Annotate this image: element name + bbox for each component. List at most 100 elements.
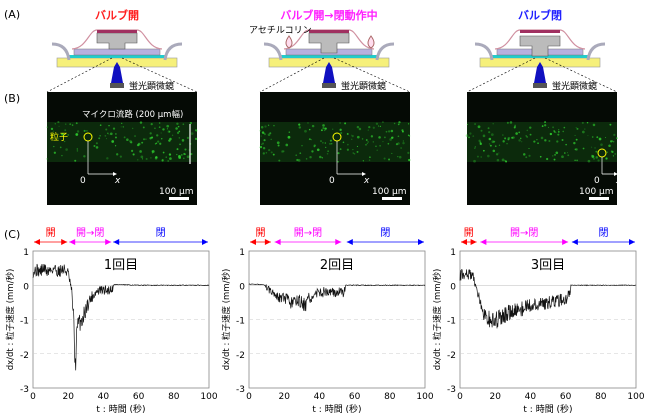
- particle-dot: [151, 152, 154, 154]
- particle-dot: [605, 157, 608, 160]
- y-tick-label: -1: [20, 317, 29, 327]
- zoom-line: [466, 57, 536, 93]
- particle-dot: [298, 123, 301, 126]
- particle-dot: [596, 136, 599, 139]
- particle-dot: [398, 155, 402, 159]
- arrowhead-icon: [629, 239, 635, 245]
- arrowhead-icon: [461, 239, 467, 245]
- particle-dot: [564, 152, 566, 154]
- origin-label: 0: [329, 176, 335, 186]
- particle-dot: [186, 136, 190, 140]
- zoom-line: [259, 57, 325, 93]
- particle-dot: [608, 144, 611, 148]
- particle-dot: [337, 152, 340, 155]
- particle-dot: [165, 156, 167, 158]
- particle-dot: [547, 126, 549, 128]
- arrowhead-icon: [571, 239, 578, 245]
- x-axis-label: t : 時間 (秒): [96, 403, 145, 415]
- channel-layer: [67, 55, 167, 58]
- particle-dot: [158, 122, 161, 124]
- particle-dot: [528, 147, 530, 150]
- particle-dot: [521, 141, 523, 143]
- particle-dot: [539, 155, 542, 158]
- particle-dot: [168, 130, 171, 133]
- channel-glow: [467, 122, 617, 162]
- particle-dot: [58, 125, 60, 127]
- velocity-series-line: [248, 283, 426, 312]
- particle-dot: [512, 136, 515, 139]
- particle-dot: [375, 122, 379, 125]
- particle-dot: [598, 137, 602, 141]
- particle-dot: [372, 126, 375, 129]
- particle-dot: [132, 153, 135, 156]
- particle-dot: [262, 142, 265, 145]
- particle-dot: [382, 141, 384, 143]
- particle-dot: [86, 130, 88, 132]
- particle-dot: [504, 137, 507, 140]
- particle-dot: [400, 147, 403, 149]
- particle-dot: [408, 135, 411, 137]
- particle-dot: [515, 132, 518, 135]
- particle-dot: [296, 158, 299, 162]
- particle-dot: [166, 124, 170, 128]
- axis-label: x: [363, 176, 370, 186]
- particle-dot: [183, 152, 186, 156]
- arrowhead: [614, 172, 618, 176]
- particle-dot: [184, 148, 187, 151]
- particle-dot: [540, 136, 544, 140]
- particle-dot: [129, 139, 132, 143]
- valve-plug: [96, 32, 138, 50]
- particle-dot: [544, 121, 547, 124]
- particle-dot: [272, 153, 275, 156]
- x-tick-label: 60: [133, 392, 145, 402]
- diagram-title: バルブ開: [95, 8, 139, 22]
- particle-dot: [566, 152, 569, 154]
- particle-dot: [574, 134, 576, 136]
- y-tick-label: 1: [23, 248, 29, 258]
- particle-dot: [466, 123, 468, 126]
- particle-dot: [616, 137, 618, 139]
- particle-dot: [554, 154, 556, 156]
- particle-dot: [509, 121, 513, 124]
- particle-dot: [390, 129, 394, 133]
- particle-dot: [154, 127, 156, 129]
- particle-dot: [46, 126, 49, 129]
- velocity-chart: 開開→閉 閉10-1-2-30 20 40 60 80 100t : 時間 (秒)dx/dt…: [5, 227, 218, 415]
- particle-dot: [141, 141, 144, 144]
- particle-dot: [356, 125, 360, 129]
- particle-dot: [474, 146, 476, 148]
- particle-dot: [332, 128, 334, 130]
- particle-dot: [276, 141, 280, 145]
- arrowhead-icon: [250, 239, 256, 245]
- particle-dot: [261, 143, 263, 145]
- scale-bar: [382, 197, 402, 200]
- phase-label-open: 開: [46, 227, 56, 239]
- particle-dot: [83, 129, 86, 132]
- phase-label-closed: 閉: [598, 227, 608, 239]
- particle-dot: [476, 155, 479, 158]
- particle-dot: [159, 142, 162, 145]
- arrowhead-icon: [264, 239, 271, 245]
- particle-dot: [299, 152, 302, 154]
- particle-dot: [555, 151, 559, 155]
- particle-dot: [120, 126, 122, 128]
- particle-dot: [267, 124, 270, 126]
- particle-dot: [104, 135, 107, 137]
- particle-dot: [168, 153, 172, 156]
- particle-dot: [157, 140, 160, 143]
- particle-dot: [112, 127, 116, 130]
- particle-label: 粒子: [50, 131, 68, 143]
- particle-dot: [281, 150, 284, 153]
- particle-dot: [491, 140, 495, 144]
- arrowhead: [362, 172, 366, 176]
- particle-dot: [182, 157, 185, 160]
- particle-dot: [98, 137, 101, 140]
- particle-dot: [507, 138, 510, 141]
- particle-dot: [575, 138, 578, 141]
- phase-label-closing: 開→閉: [294, 227, 322, 239]
- particle-dot: [186, 155, 190, 159]
- particle-dot: [325, 146, 327, 148]
- tube-right: [163, 42, 183, 61]
- particle-dot: [76, 150, 79, 152]
- particle-dot: [482, 134, 486, 138]
